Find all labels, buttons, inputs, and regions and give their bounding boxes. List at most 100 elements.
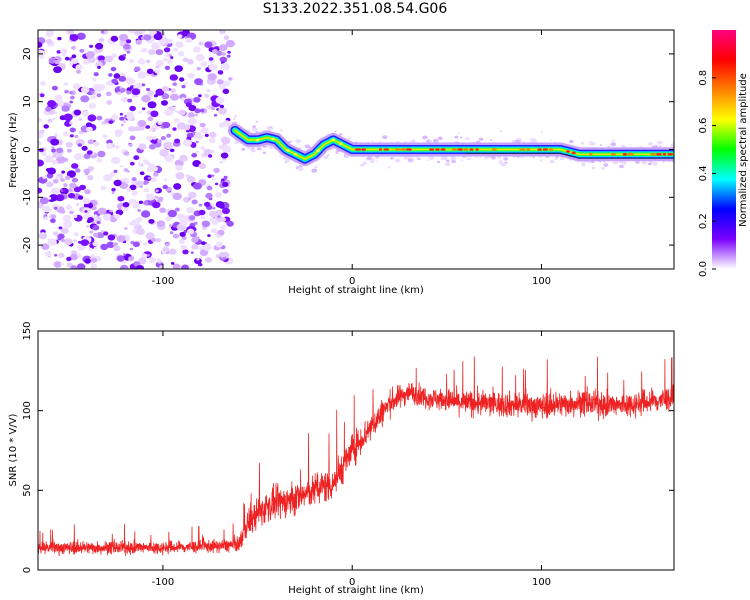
noise-blob (207, 234, 211, 237)
noise-blob (123, 43, 131, 50)
halo-blob (279, 155, 282, 157)
noise-blob (150, 177, 157, 183)
noise-blob (38, 93, 41, 97)
noise-blob (134, 31, 140, 36)
noise-blob (92, 241, 99, 247)
noise-blob (138, 143, 147, 150)
noise-blob (144, 188, 150, 193)
noise-blob (201, 220, 211, 228)
noise-blob (89, 44, 94, 48)
noise-blob (100, 243, 109, 251)
noise-blob (163, 47, 171, 53)
noise-blob (68, 192, 76, 199)
noise-blob (169, 224, 173, 228)
noise-blob (38, 187, 43, 194)
noise-blob (188, 105, 197, 112)
noise-blob (221, 52, 226, 56)
noise-blob (145, 125, 151, 129)
noise-blob (89, 230, 94, 234)
noise-blob (172, 82, 178, 86)
noise-blob (110, 217, 117, 223)
noise-blob (70, 95, 75, 100)
noise-blob (47, 118, 53, 123)
noise-blob (113, 179, 122, 187)
noise-blob (220, 62, 230, 71)
noise-blob (211, 106, 216, 111)
noise-blob (174, 207, 180, 212)
signal-peak (662, 153, 667, 156)
noise-blob (71, 58, 79, 64)
noise-blob (187, 112, 195, 118)
noise-blob (74, 134, 79, 139)
noise-blob (134, 66, 141, 72)
noise-blob (215, 182, 219, 186)
signal-peak (383, 148, 390, 151)
noise-blob (162, 184, 168, 190)
signal-peak (627, 153, 634, 156)
noise-blob (222, 120, 231, 127)
noise-blob (175, 172, 185, 180)
halo-blob (499, 130, 503, 133)
noise-blob (57, 233, 65, 240)
noise-blob (39, 93, 45, 98)
noise-blob (148, 144, 156, 150)
halo-blob (338, 133, 343, 136)
noise-blob (222, 207, 230, 215)
noise-blob (96, 115, 103, 121)
noise-blob (71, 54, 77, 59)
noise-blob (84, 210, 88, 213)
noise-blob (186, 176, 196, 183)
signal-peak (440, 148, 446, 151)
halo-blob (568, 139, 574, 144)
noise-blob (222, 182, 229, 187)
noise-blob (164, 154, 174, 163)
noise-blob (141, 94, 151, 103)
noise-blob (132, 241, 140, 248)
noise-blob (129, 105, 137, 112)
noise-blob (54, 254, 58, 257)
halo-blob (232, 117, 236, 121)
noise-blob (87, 175, 94, 181)
noise-blob (170, 262, 175, 265)
noise-blob (51, 148, 56, 153)
signal-peak (354, 148, 361, 151)
noise-blob (141, 107, 146, 111)
noise-blob (141, 253, 148, 259)
noise-blob (122, 202, 130, 208)
noise-blob (157, 139, 163, 144)
halo-blob (601, 166, 605, 170)
y-tick-label: 0 (22, 567, 33, 573)
noise-blob (87, 114, 97, 122)
noise-blob (155, 59, 165, 67)
noise-blob (49, 194, 59, 202)
halo-blob (334, 130, 337, 133)
noise-blob (75, 203, 79, 206)
noise-blob (177, 34, 183, 39)
noise-blob (113, 73, 121, 79)
noise-blob (126, 115, 133, 121)
noise-blob (62, 214, 72, 222)
noise-blob (130, 219, 140, 227)
halo-blob (366, 156, 372, 160)
noise-blob (126, 188, 132, 192)
signal-peak (406, 148, 412, 151)
noise-blob (164, 53, 170, 58)
halo-blob (422, 135, 428, 140)
noise-blob (93, 214, 98, 218)
signal-peak (331, 138, 336, 142)
noise-blob (174, 138, 181, 144)
noise-blob (38, 232, 48, 240)
noise-blob (200, 127, 209, 134)
noise-blob (143, 200, 149, 206)
colorbar-label: Normalized spectral amplitude (738, 73, 749, 227)
halo-blob (647, 142, 654, 146)
spectrogram-x-axis-label: Height of straight line (km) (288, 285, 424, 296)
halo-blob (432, 138, 439, 143)
noise-blob (225, 39, 235, 48)
noise-blob (194, 113, 198, 117)
noise-blob (204, 41, 213, 48)
noise-blob (45, 106, 52, 112)
noise-blob (131, 88, 141, 96)
halo-blob (496, 155, 502, 159)
signal-peak (571, 151, 576, 155)
